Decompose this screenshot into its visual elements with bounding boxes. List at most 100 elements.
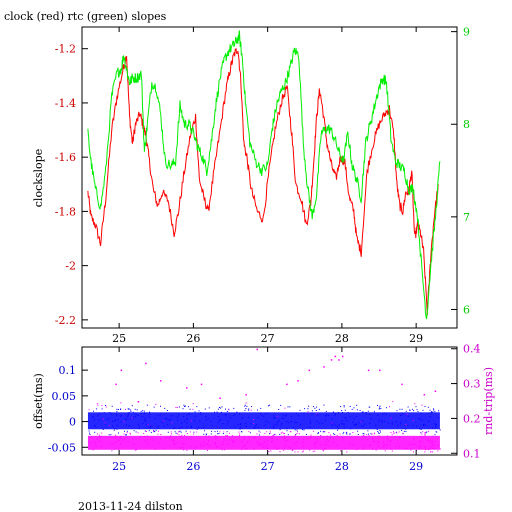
- rndtrip-point: [397, 442, 399, 444]
- rndtrip-point: [432, 447, 434, 449]
- rndtrip-point: [406, 448, 408, 450]
- rndtrip-point: [221, 444, 223, 446]
- offset-point: [187, 406, 189, 408]
- offset-point: [331, 424, 333, 426]
- offset-point: [341, 420, 343, 422]
- offset-point: [362, 425, 364, 427]
- rndtrip-point: [310, 434, 312, 436]
- offset-point: [289, 406, 291, 408]
- rndtrip-point: [284, 407, 286, 409]
- offset-point: [246, 406, 248, 407]
- offset-point: [140, 410, 142, 412]
- offset-point: [236, 411, 238, 413]
- rndtrip-point: [92, 449, 94, 451]
- rndtrip-point: [303, 450, 304, 452]
- offset-point: [355, 423, 356, 425]
- offset-point: [400, 414, 402, 416]
- offset-point: [422, 409, 424, 411]
- offset-point: [188, 412, 190, 414]
- rndtrip-point: [374, 441, 375, 442]
- rndtrip-point: [252, 423, 254, 425]
- offset-point: [255, 425, 257, 427]
- offset-point: [193, 431, 195, 433]
- offset-point: [157, 414, 159, 416]
- rndtrip-point: [120, 435, 122, 437]
- offset-point: [302, 429, 303, 431]
- offset-point: [211, 430, 213, 432]
- rndtrip-point: [363, 445, 364, 446]
- rndtrip-point: [270, 437, 272, 439]
- rndtrip-point: [132, 438, 134, 440]
- offset-point: [148, 430, 150, 432]
- rndtrip-point: [127, 441, 129, 442]
- rndtrip-point: [192, 403, 194, 405]
- offset-point: [114, 420, 116, 422]
- rndtrip-outlier: [120, 369, 123, 372]
- offset-point: [399, 408, 401, 410]
- rndtrip-point: [259, 431, 261, 433]
- slopes-chart: clock (red) rtc (green) slopes 25 26 27 28 2…: [4, 10, 470, 345]
- rndtrip-point: [95, 442, 97, 444]
- offset-point: [356, 409, 358, 411]
- top-y-tick-label: -1.2: [55, 43, 76, 56]
- offset-point: [142, 410, 144, 412]
- offset-point: [186, 419, 188, 421]
- offset-point: [241, 431, 243, 433]
- rndtrip-point: [171, 433, 172, 435]
- offset-point: [428, 420, 430, 422]
- rndtrip-point: [267, 448, 269, 449]
- offset-point: [417, 411, 419, 413]
- offset-point: [148, 416, 150, 418]
- offset-point: [109, 412, 111, 413]
- offset-point: [384, 412, 386, 414]
- offset-point: [128, 425, 130, 427]
- offset-point: [116, 411, 118, 413]
- rndtrip-point: [387, 435, 388, 437]
- offset-point: [353, 407, 355, 409]
- offset-point: [183, 404, 185, 406]
- rndtrip-point: [364, 436, 366, 438]
- rndtrip-point: [414, 403, 416, 405]
- offset-point: [184, 406, 185, 407]
- rndtrip-point: [390, 444, 391, 446]
- offset-point: [328, 415, 330, 417]
- offset-point: [127, 416, 129, 418]
- offset-point: [102, 428, 104, 430]
- rndtrip-point: [181, 434, 183, 436]
- rndtrip-point: [296, 433, 298, 434]
- offset-point: [381, 420, 383, 422]
- rndtrip-point: [390, 440, 392, 442]
- rndtrip-point: [112, 436, 114, 438]
- rndtrip-band: [87, 435, 440, 450]
- rndtrip-point: [143, 433, 145, 434]
- offset-point: [147, 426, 149, 428]
- offset-point: [198, 427, 199, 429]
- offset-point: [367, 430, 369, 432]
- offset-point: [400, 415, 402, 417]
- rndtrip-point: [288, 446, 290, 448]
- offset-point: [211, 425, 213, 427]
- rndtrip-point: [424, 434, 426, 436]
- offset-point: [199, 420, 201, 422]
- rndtrip-point: [356, 449, 358, 451]
- offset-point: [384, 420, 386, 422]
- offset-point: [363, 433, 365, 435]
- offset-point: [186, 414, 188, 416]
- rndtrip-point: [147, 423, 149, 425]
- rndtrip-point: [368, 435, 370, 437]
- offset-point: [217, 422, 219, 424]
- offset-point: [324, 420, 326, 421]
- top-chart-title: clock (red) rtc (green) slopes: [4, 10, 167, 23]
- offset-point: [218, 433, 220, 435]
- offset-point: [273, 415, 275, 417]
- rndtrip-point: [96, 433, 98, 435]
- rndtrip-point: [146, 431, 147, 432]
- offset-point: [144, 420, 146, 422]
- rndtrip-outlier: [137, 401, 140, 403]
- rndtrip-point: [241, 449, 243, 451]
- offset-point: [377, 404, 378, 406]
- rndtrip-point: [371, 433, 373, 435]
- offset-point: [380, 431, 381, 433]
- offset-chart: 25 26 27 28 29 -0.05 0 0.05 0.1 0.1 0.2 0.3 0.4 of…: [32, 343, 495, 473]
- top-x-axis: 25 26 27 28 29: [112, 27, 423, 345]
